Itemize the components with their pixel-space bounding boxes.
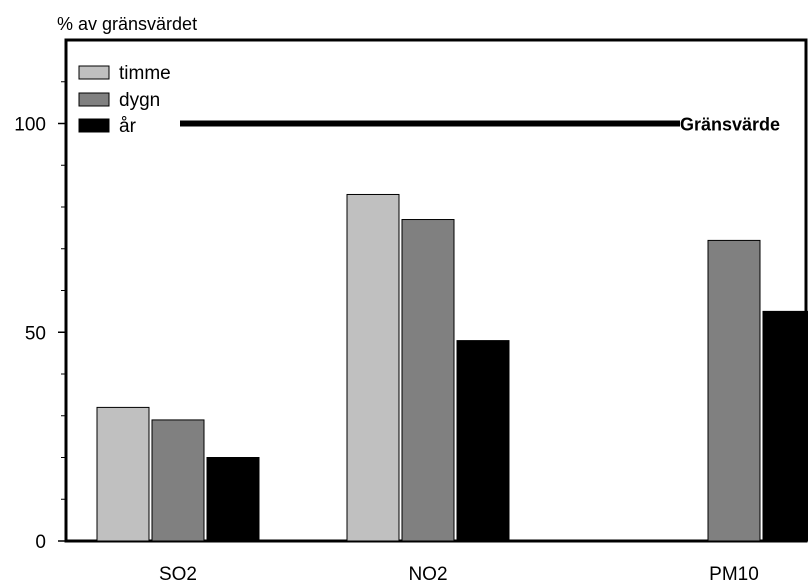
legend-label: timme (119, 63, 171, 84)
y-axis-label: % av gränsvärdet (57, 14, 198, 34)
legend-label: dygn (119, 90, 160, 111)
bar-dygn-NO2 (401, 219, 455, 542)
x-tick-label: PM10 (709, 564, 759, 582)
y-tick-label: 50 (25, 323, 46, 344)
reference-line-label: Gränsvärde (680, 115, 780, 135)
legend-swatch-år (78, 118, 110, 133)
bar-år-NO2 (456, 340, 510, 542)
bar-dygn-PM10 (707, 239, 761, 542)
legend-label: år (119, 116, 137, 137)
bar-dygn-SO2 (151, 419, 205, 542)
bar-år-PM10 (762, 310, 808, 542)
y-tick-label: 100 (14, 115, 46, 136)
legend-swatch-dygn (78, 92, 110, 107)
bar-år-SO2 (206, 457, 260, 542)
bar-timme-SO2 (96, 406, 150, 542)
x-tick-label: NO2 (408, 564, 447, 582)
bar-timme-NO2 (346, 193, 400, 542)
y-tick-label: 0 (35, 532, 46, 553)
legend-swatch-timme (78, 65, 110, 80)
x-tick-label: SO2 (159, 564, 197, 582)
